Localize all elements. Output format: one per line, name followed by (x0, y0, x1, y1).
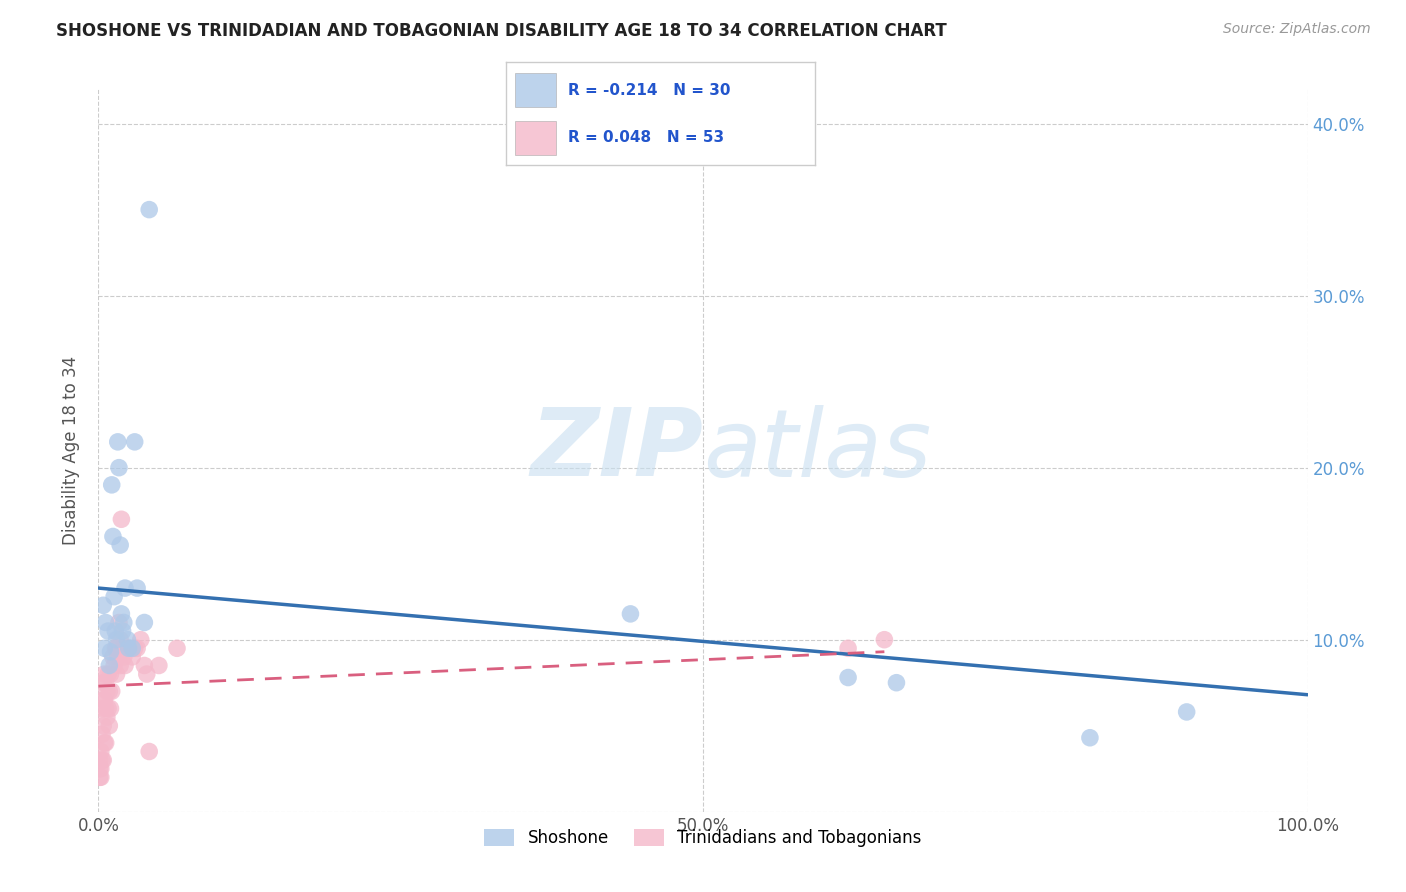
Point (89, 770, 111, 784)
Point (91, 701, 114, 715)
Point (91, 599, 114, 613)
Point (873, 632, 896, 647)
Point (121, 649, 143, 664)
Y-axis label: Disability Age 18 to 34: Disability Age 18 to 34 (62, 356, 80, 545)
Point (107, 434, 129, 449)
Point (97, 624, 120, 639)
Point (98, 658, 121, 673)
Point (104, 641, 127, 656)
Point (127, 641, 149, 656)
Point (108, 460, 131, 475)
Point (98, 719, 121, 733)
FancyBboxPatch shape (516, 73, 555, 106)
FancyBboxPatch shape (516, 121, 555, 155)
Point (100, 478, 122, 492)
Text: ZIP: ZIP (530, 404, 703, 497)
Point (90, 744, 112, 758)
Point (94, 701, 117, 715)
Point (94, 736, 117, 750)
Point (134, 615, 156, 630)
Point (118, 641, 141, 656)
Point (1078, 731, 1101, 745)
Point (138, 202, 160, 217)
Point (111, 624, 134, 639)
Point (129, 632, 152, 647)
Point (135, 667, 157, 681)
Point (111, 641, 134, 656)
Point (148, 658, 170, 673)
Point (107, 649, 129, 664)
Point (96, 684, 118, 698)
Point (94, 675, 117, 690)
Point (110, 512, 132, 526)
Point (103, 590, 125, 604)
Point (104, 624, 127, 639)
Point (91, 719, 114, 733)
Point (117, 632, 139, 647)
Point (103, 658, 125, 673)
Text: Source: ZipAtlas.com: Source: ZipAtlas.com (1223, 22, 1371, 37)
Point (100, 667, 122, 681)
Point (121, 641, 143, 656)
Text: R = 0.048   N = 53: R = 0.048 N = 53 (568, 130, 724, 145)
Point (89, 762, 111, 776)
Point (166, 641, 188, 656)
Point (108, 658, 131, 673)
Point (91, 753, 114, 767)
Point (90, 762, 112, 776)
Point (114, 581, 136, 595)
Point (134, 658, 156, 673)
Point (1175, 705, 1198, 719)
Point (100, 684, 122, 698)
Point (112, 615, 135, 630)
Point (93, 693, 115, 707)
Point (97, 701, 120, 715)
Point (112, 649, 135, 664)
Point (138, 744, 160, 758)
Point (105, 641, 128, 656)
Point (93, 641, 115, 656)
Point (619, 607, 641, 621)
Point (91, 693, 114, 707)
Legend: Shoshone, Trinidadians and Tobagonians: Shoshone, Trinidadians and Tobagonians (478, 822, 928, 854)
Point (93, 736, 115, 750)
Point (89, 753, 111, 767)
Point (101, 529, 124, 543)
Point (94, 615, 117, 630)
Point (100, 701, 122, 715)
Point (91, 753, 114, 767)
Point (124, 641, 146, 656)
Point (108, 632, 131, 647)
Point (108, 538, 131, 552)
Point (127, 581, 149, 595)
Point (98, 684, 121, 698)
Text: atlas: atlas (703, 405, 931, 496)
Text: R = -0.214   N = 30: R = -0.214 N = 30 (568, 83, 731, 97)
Point (91, 727, 114, 741)
Point (96, 710, 118, 724)
Point (90, 770, 112, 784)
Point (105, 632, 128, 647)
Point (118, 641, 141, 656)
Point (101, 649, 124, 664)
Point (110, 607, 132, 621)
Text: SHOSHONE VS TRINIDADIAN AND TOBAGONIAN DISABILITY AGE 18 TO 34 CORRELATION CHART: SHOSHONE VS TRINIDADIAN AND TOBAGONIAN D… (56, 22, 948, 40)
Point (108, 615, 131, 630)
Point (837, 671, 859, 685)
Point (105, 667, 128, 681)
Point (100, 645, 122, 659)
Point (97, 667, 120, 681)
Point (124, 434, 146, 449)
Point (91, 675, 114, 690)
Point (886, 675, 908, 690)
Point (114, 658, 136, 673)
Point (93, 667, 115, 681)
Point (837, 641, 859, 656)
